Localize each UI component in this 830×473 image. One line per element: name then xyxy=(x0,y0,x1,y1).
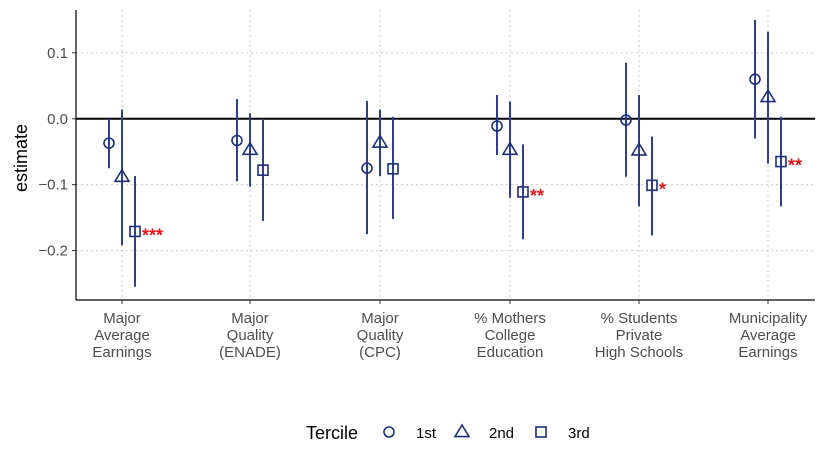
legend-key-circle xyxy=(383,426,395,438)
x-category-label: Earnings xyxy=(92,344,151,361)
estimate-point xyxy=(517,186,529,198)
y-tick-label: −0.1 xyxy=(38,177,68,194)
legend: Tercile 1st 2nd 3rd xyxy=(306,423,590,443)
label-layer: 0.10.0−0.1−0.2MajorAverageEarningsMajorQ… xyxy=(38,45,807,361)
estimate-point xyxy=(759,88,777,103)
estimate-point xyxy=(620,114,632,126)
estimate-point xyxy=(646,179,658,192)
significance-stars: * xyxy=(659,179,666,199)
legend-key-triangle xyxy=(453,423,471,438)
estimate-point xyxy=(129,225,141,238)
x-category-label: Municipality xyxy=(729,310,808,327)
legend-label: 3rd xyxy=(568,425,590,442)
x-category-label: Average xyxy=(94,327,150,344)
estimate-point xyxy=(630,141,648,156)
x-category-label: (ENADE) xyxy=(219,344,281,361)
legend-title: Tercile xyxy=(306,423,358,443)
estimate-point xyxy=(257,164,269,176)
significance-stars: *** xyxy=(142,225,163,245)
estimate-point xyxy=(103,137,115,149)
x-category-label: Average xyxy=(740,327,796,344)
x-category-label: Education xyxy=(477,344,544,361)
x-category-label: % Mothers xyxy=(474,310,546,327)
estimate-point xyxy=(361,162,373,174)
x-category-label: Major xyxy=(361,310,399,327)
data-layer xyxy=(103,19,787,287)
y-tick-label: 0.1 xyxy=(47,45,68,62)
estimate-point xyxy=(387,163,399,175)
estimate-point xyxy=(491,120,503,132)
significance-stars: ** xyxy=(530,186,544,206)
estimate-point xyxy=(775,155,787,168)
axis-layer xyxy=(72,10,815,304)
x-category-label: Private xyxy=(616,327,663,344)
x-category-label: College xyxy=(485,327,536,344)
x-category-label: Quality xyxy=(227,327,274,344)
legend-label: 2nd xyxy=(489,425,514,442)
grid-layer xyxy=(76,10,815,300)
y-tick-label: 0.0 xyxy=(47,111,68,128)
x-category-label: Quality xyxy=(357,327,404,344)
estimate-point xyxy=(501,141,519,156)
estimate-point xyxy=(241,141,259,156)
x-category-label: % Students xyxy=(601,310,678,327)
x-category-label: (CPC) xyxy=(359,344,401,361)
significance-stars: ** xyxy=(788,156,802,176)
legend-key-square xyxy=(535,426,547,438)
x-category-label: Earnings xyxy=(738,344,797,361)
estimate-point xyxy=(113,168,131,183)
estimate-point xyxy=(749,73,761,86)
x-category-label: Major xyxy=(103,310,141,327)
y-axis-label: estimate xyxy=(11,124,31,192)
legend-label: 1st xyxy=(416,425,437,442)
x-category-label: Major xyxy=(231,310,269,327)
x-category-label: High Schools xyxy=(595,344,683,361)
y-tick-label: −0.2 xyxy=(38,243,68,260)
estimate-point xyxy=(371,133,389,148)
estimate-point xyxy=(231,134,243,147)
